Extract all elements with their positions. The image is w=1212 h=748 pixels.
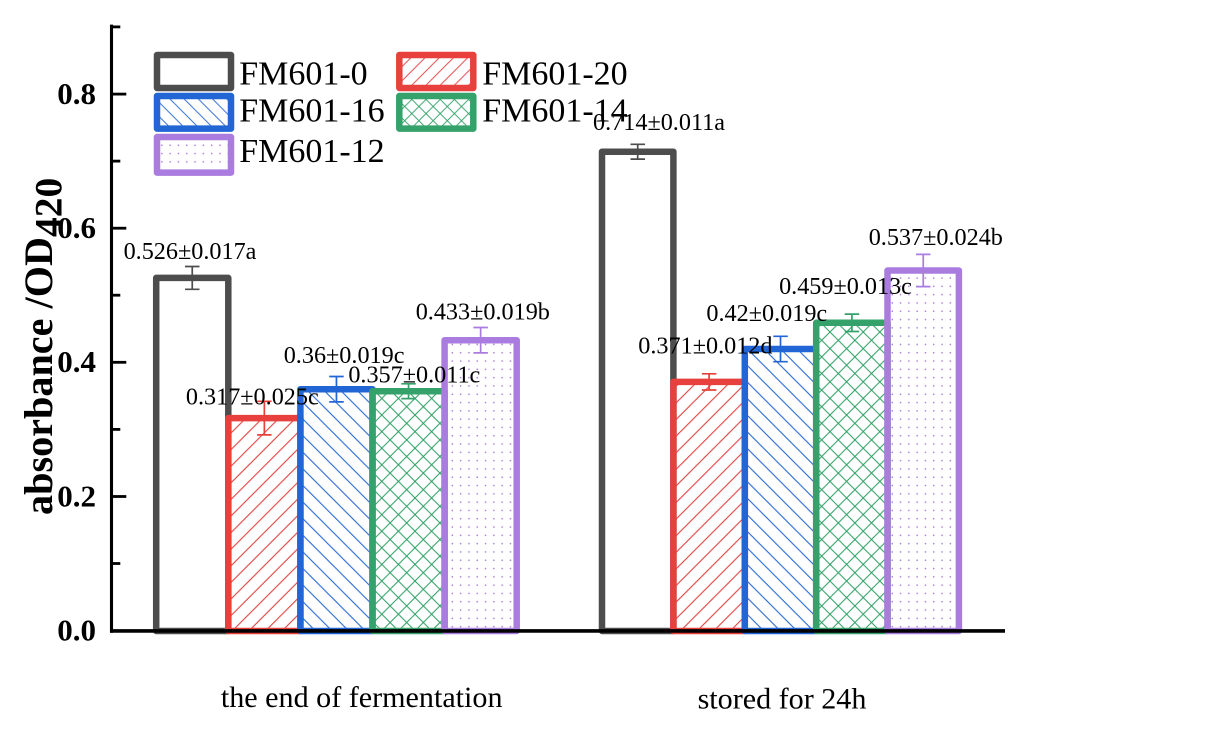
svg-text:0.371±0.012d: 0.371±0.012d bbox=[638, 333, 772, 360]
svg-text:the end of fermentation: the end of fermentation bbox=[221, 680, 503, 714]
svg-text:0.526±0.017a: 0.526±0.017a bbox=[124, 238, 257, 265]
svg-text:0.8: 0.8 bbox=[57, 76, 96, 111]
svg-text:0.2: 0.2 bbox=[57, 478, 96, 513]
svg-text:FM601-16: FM601-16 bbox=[239, 93, 384, 130]
svg-text:0.42±0.019c: 0.42±0.019c bbox=[706, 300, 827, 327]
svg-text:0.459±0.013c: 0.459±0.013c bbox=[779, 273, 912, 300]
svg-text:FM601-14: FM601-14 bbox=[482, 93, 627, 130]
svg-text:FM601-0: FM601-0 bbox=[239, 56, 367, 93]
svg-text:FM601-12: FM601-12 bbox=[239, 133, 384, 170]
svg-text:stored for 24h: stored for 24h bbox=[698, 681, 867, 715]
svg-text:0.6: 0.6 bbox=[57, 210, 96, 245]
svg-text:FM601-20: FM601-20 bbox=[482, 56, 627, 93]
svg-text:0.433±0.019b: 0.433±0.019b bbox=[416, 299, 550, 326]
svg-text:0.537±0.024b: 0.537±0.024b bbox=[869, 224, 1003, 251]
svg-text:0.36±0.019c: 0.36±0.019c bbox=[284, 342, 405, 369]
svg-text:0.357±0.011c: 0.357±0.011c bbox=[348, 362, 480, 389]
svg-text:0.0: 0.0 bbox=[57, 613, 96, 648]
svg-text:0.317±0.025c: 0.317±0.025c bbox=[186, 383, 319, 410]
svg-text:0.714±0.011a: 0.714±0.011a bbox=[593, 109, 725, 136]
svg-text:0.4: 0.4 bbox=[57, 344, 96, 379]
